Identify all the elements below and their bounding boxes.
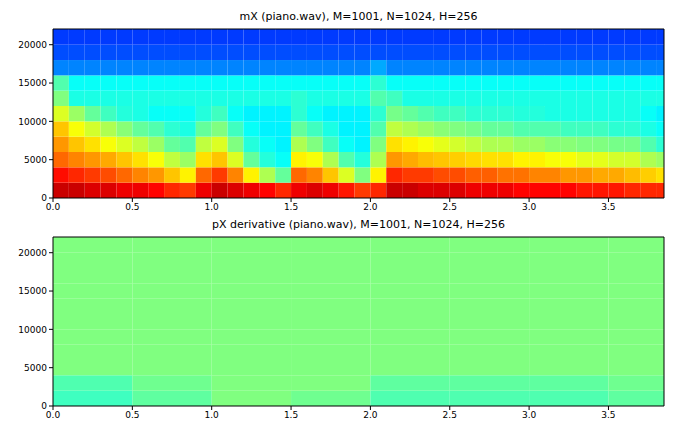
svg-text:1.5: 1.5 <box>284 202 298 212</box>
svg-text:10000: 10000 <box>18 117 47 127</box>
svg-text:5000: 5000 <box>24 155 47 165</box>
svg-text:10000: 10000 <box>18 325 47 335</box>
html-text:mX (piano.wav), M=1001, N=1024: mX (piano.wav), M=1001, N=1024, H=256 <box>239 10 478 23</box>
svg-text:20000: 20000 <box>18 40 47 50</box>
svg-text:0.5: 0.5 <box>125 410 139 420</box>
svg-text:1.0: 1.0 <box>205 202 220 212</box>
svg-text:0: 0 <box>41 401 47 411</box>
svg-text:3.0: 3.0 <box>522 410 537 420</box>
svg-text:0.0: 0.0 <box>46 410 61 420</box>
svg-text:2.0: 2.0 <box>363 202 378 212</box>
svg-text:0: 0 <box>41 193 47 203</box>
svg-text:2.0: 2.0 <box>363 410 378 420</box>
svg-text:3.0: 3.0 <box>522 202 537 212</box>
svg-text:3.5: 3.5 <box>601 202 615 212</box>
svg-text:15000: 15000 <box>18 78 47 88</box>
svg-text:3.5: 3.5 <box>601 410 615 420</box>
svg-text:0.0: 0.0 <box>46 202 61 212</box>
svg-text:15000: 15000 <box>18 286 47 296</box>
svg-text:20000: 20000 <box>18 248 47 258</box>
svg-text:2.5: 2.5 <box>443 410 457 420</box>
svg-text:0.5: 0.5 <box>125 202 139 212</box>
html-text:pX derivative (piano.wav), M=1: pX derivative (piano.wav), M=1001, N=102… <box>212 218 505 231</box>
svg-text:5000: 5000 <box>24 363 47 373</box>
svg-text:1.5: 1.5 <box>284 410 298 420</box>
svg-text:1.0: 1.0 <box>205 410 220 420</box>
svg-text:2.5: 2.5 <box>443 202 457 212</box>
